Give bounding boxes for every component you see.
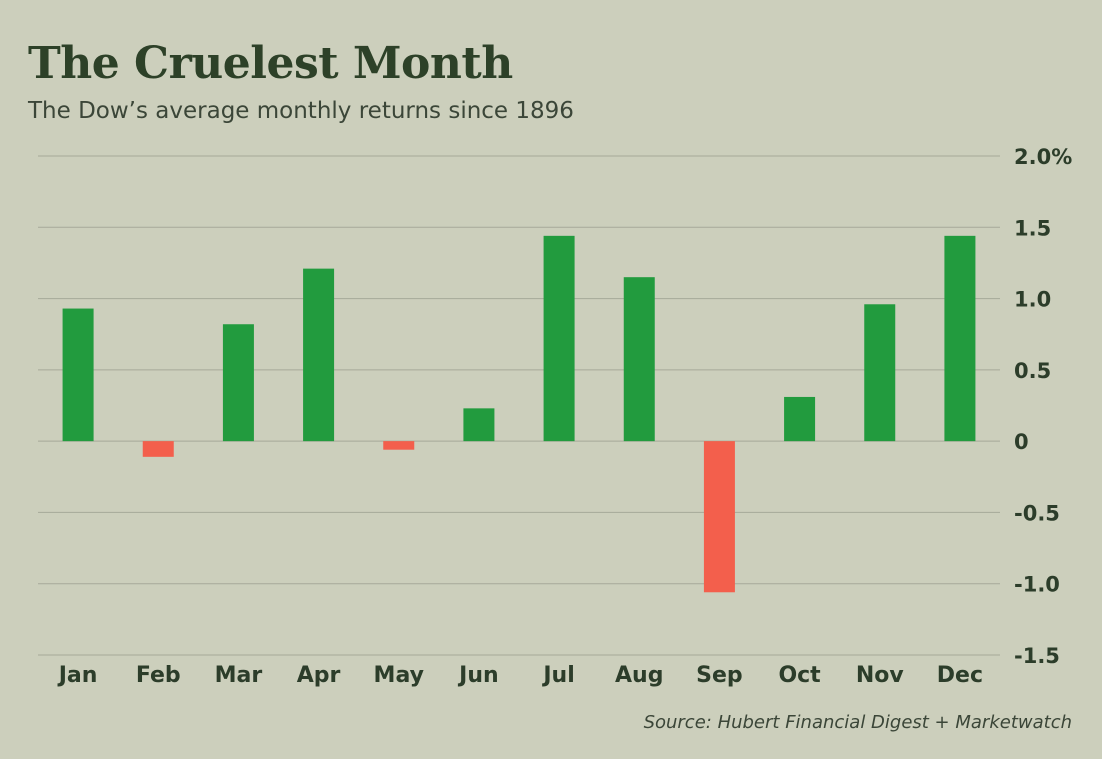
bar-sep: [703, 441, 735, 593]
x-tick-label: Nov: [856, 663, 905, 688]
y-tick-label: -1.5: [1014, 644, 1060, 668]
bar-nov: [864, 304, 896, 442]
chart-title: The Cruelest Month: [28, 38, 513, 89]
x-tick-label: Jun: [457, 663, 499, 688]
bar-jun: [463, 408, 495, 442]
bar-feb: [142, 441, 174, 457]
y-axis-labels: 2.0% 1.5 1.0 0.5 0 -0.5 -1.0 -1.5: [1014, 145, 1072, 668]
bar-may: [383, 441, 415, 450]
x-tick-label: Jan: [57, 663, 98, 688]
bar-jan: [62, 308, 94, 442]
x-tick-label: Apr: [297, 663, 341, 688]
y-tick-label: 0: [1014, 430, 1029, 454]
gridlines: [38, 155, 1000, 656]
x-tick-label: Oct: [778, 663, 821, 688]
chart-subtitle: The Dow’s average monthly returns since …: [28, 98, 574, 124]
x-tick-label: Dec: [937, 663, 983, 688]
x-tick-label: May: [374, 663, 424, 688]
source-note: Source: Hubert Financial Digest + Market…: [643, 712, 1072, 733]
y-tick-label: 2.0%: [1014, 145, 1072, 169]
x-tick-label: Mar: [215, 663, 263, 688]
x-axis-labels: Jan Feb Mar Apr May Jun Jul Aug Sep Oct Nov Dec: [57, 663, 983, 688]
bar-mar: [222, 324, 254, 442]
y-tick-label: 1.5: [1014, 216, 1051, 240]
x-tick-label: Aug: [615, 663, 663, 688]
bar-apr: [303, 268, 335, 442]
x-tick-label: Feb: [136, 663, 181, 688]
x-tick-label: Sep: [696, 663, 743, 688]
y-tick-label: 1.0: [1014, 288, 1051, 312]
y-tick-label: -0.5: [1014, 501, 1060, 525]
x-tick-label: Jul: [541, 663, 574, 688]
bars: [62, 235, 976, 593]
bar-aug: [623, 277, 655, 442]
bar-dec: [944, 235, 976, 442]
bar-oct: [784, 396, 816, 442]
y-tick-label: 0.5: [1014, 359, 1051, 383]
bar-jul: [543, 235, 575, 442]
y-tick-label: -1.0: [1014, 573, 1060, 597]
